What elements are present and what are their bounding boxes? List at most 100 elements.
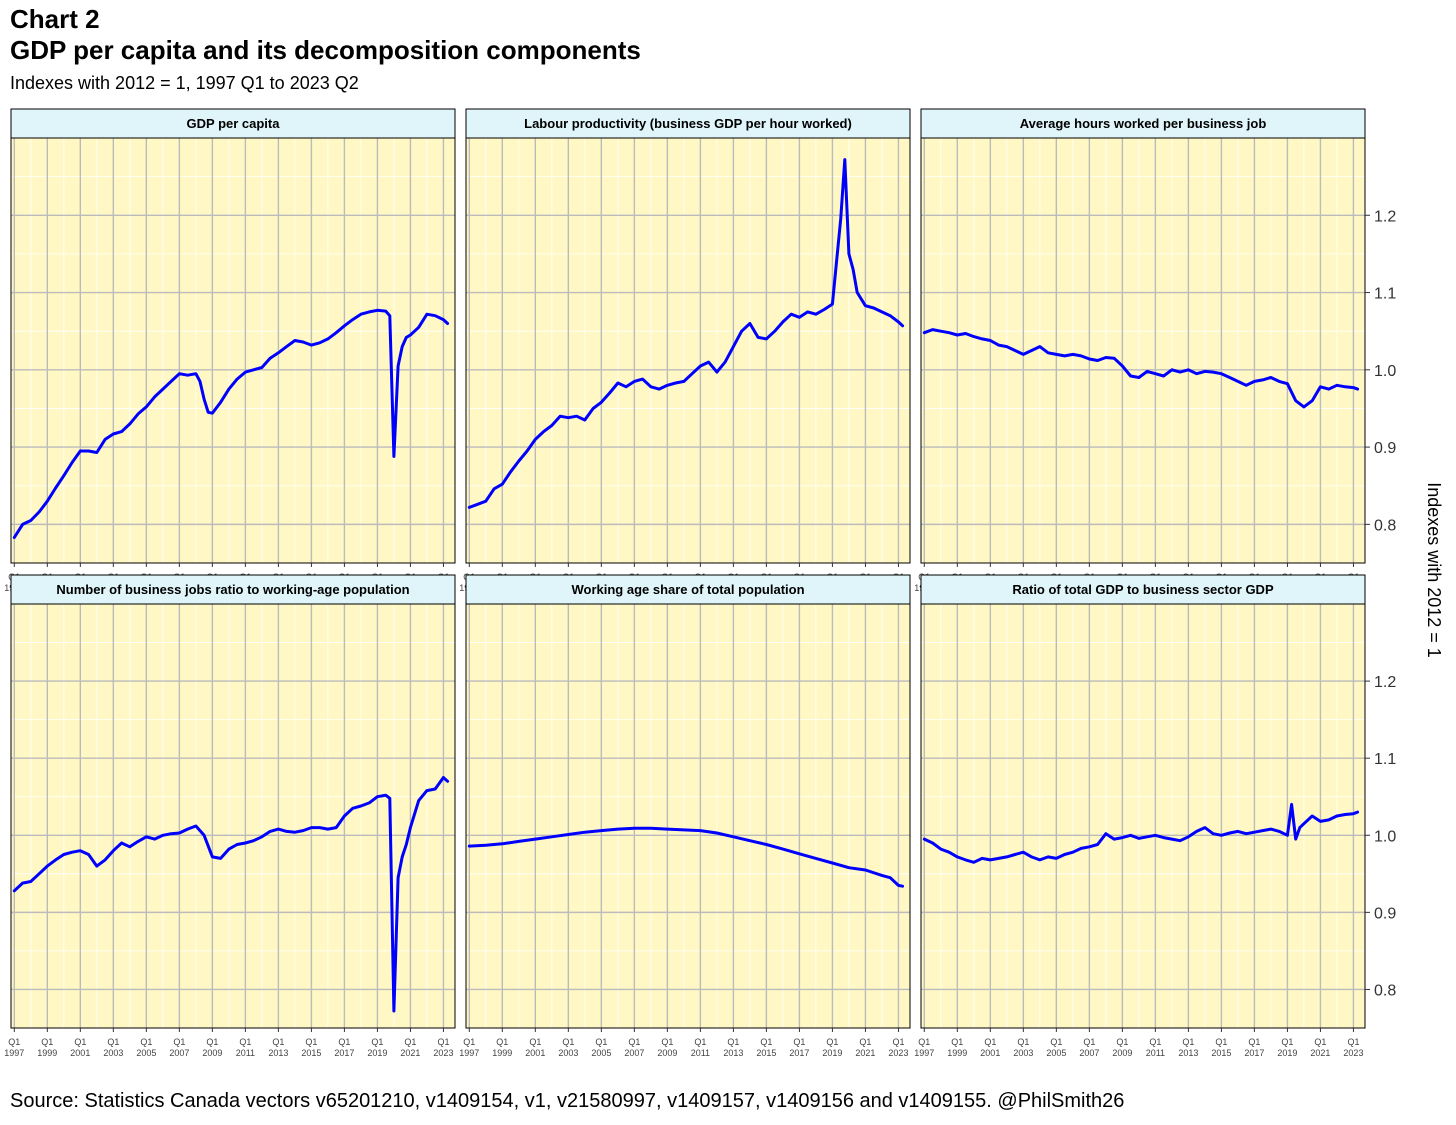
facet-panel: Working age share of total population Q1 1…	[459, 574, 911, 1058]
y-axis-title: Indexes with 2012 = 1	[1424, 482, 1444, 658]
x-tick-label: 2023	[888, 1048, 908, 1058]
panel-background	[466, 604, 910, 1028]
x-tick-label: 2013	[723, 1048, 743, 1058]
x-tick-label: 2023	[1343, 1048, 1363, 1058]
x-tick-label: 2003	[1013, 1048, 1033, 1058]
panel-background	[921, 138, 1365, 563]
x-tick-label: Q1	[1248, 1037, 1260, 1047]
x-tick-label: Q1	[694, 1037, 706, 1047]
x-tick-label: 2011	[691, 1048, 710, 1058]
x-tick-label: 2005	[136, 1048, 156, 1058]
y-tick-label: 0.8	[1374, 517, 1396, 534]
x-tick-label: Q1	[173, 1037, 185, 1047]
x-tick-label: Q1	[107, 1037, 119, 1047]
facet-panel: GDP per capitaQ11997Q11999Q12001Q12003Q1…	[4, 108, 456, 593]
x-tick-label: 2005	[1046, 1048, 1066, 1058]
x-tick-label: 2011	[236, 1048, 255, 1058]
x-tick-label: 2017	[1244, 1048, 1264, 1058]
x-tick-label: 2009	[202, 1048, 222, 1058]
x-tick-label: Q1	[661, 1037, 673, 1047]
x-tick-label: Q1	[628, 1037, 640, 1047]
x-tick-label: Q1	[918, 1037, 930, 1047]
facet-panel: Number of business jobs ratio to working…	[4, 574, 456, 1058]
x-tick-label: Q1	[463, 1037, 475, 1047]
x-tick-label: Q1	[74, 1037, 86, 1047]
x-tick-label: 2009	[1112, 1048, 1132, 1058]
y-tick-label: 0.8	[1374, 982, 1396, 999]
panel-background	[11, 138, 455, 563]
x-tick-label: 1999	[492, 1048, 512, 1058]
panel-background	[466, 138, 910, 563]
x-tick-label: 1997	[914, 1048, 934, 1058]
x-tick-label: 2013	[268, 1048, 288, 1058]
x-tick-label: Q1	[529, 1037, 541, 1047]
facet-title: Labour productivity (business GDP per ho…	[524, 116, 852, 131]
x-tick-label: 2003	[558, 1048, 578, 1058]
source-note: Source: Statistics Canada vectors v65201…	[10, 1090, 1125, 1112]
panel-border	[920, 603, 1366, 1029]
x-tick-label: Q1	[1182, 1037, 1194, 1047]
x-tick-label: 2011	[1146, 1048, 1165, 1058]
x-tick-label: Q1	[760, 1037, 772, 1047]
x-tick-label: Q1	[239, 1037, 251, 1047]
x-tick-label: Q1	[826, 1037, 838, 1047]
x-tick-label: Q1	[1314, 1037, 1326, 1047]
x-tick-label: 2017	[334, 1048, 354, 1058]
y-tick-label: 0.9	[1374, 905, 1396, 922]
panel-border	[920, 137, 1366, 564]
x-tick-label: Q1	[371, 1037, 383, 1047]
x-tick-label: 2005	[591, 1048, 611, 1058]
chart-header: Chart 2 GDP per capita and its decomposi…	[10, 4, 641, 96]
x-tick-label: 2015	[301, 1048, 321, 1058]
x-tick-label: Q1	[437, 1037, 449, 1047]
panel-background	[921, 604, 1365, 1028]
panel-border	[465, 603, 911, 1029]
facet-strip	[10, 108, 456, 139]
series-line	[12, 776, 450, 1013]
facet-title: Working age share of total population	[571, 582, 804, 597]
x-tick-label: Q1	[562, 1037, 574, 1047]
x-tick-label: 2013	[1178, 1048, 1198, 1058]
x-tick-label: 2001	[525, 1048, 545, 1058]
x-tick-label: Q1	[859, 1037, 871, 1047]
x-tick-label: Q1	[140, 1037, 152, 1047]
x-tick-label: 2015	[1211, 1048, 1231, 1058]
x-tick-label: 2001	[70, 1048, 90, 1058]
x-tick-label: Q1	[1215, 1037, 1227, 1047]
x-tick-label: Q1	[1281, 1037, 1293, 1047]
x-tick-label: 2017	[789, 1048, 809, 1058]
x-tick-label: Q1	[206, 1037, 218, 1047]
y-tick-label: 1.0	[1374, 363, 1396, 380]
panel-border	[10, 603, 456, 1029]
x-tick-label: Q1	[892, 1037, 904, 1047]
x-tick-label: Q1	[793, 1037, 805, 1047]
facet-strip	[10, 574, 456, 605]
panel-background	[11, 604, 455, 1028]
series-line	[467, 158, 905, 509]
chart-number: Chart 2	[10, 4, 100, 34]
x-tick-label: 2007	[1079, 1048, 1099, 1058]
x-tick-label: Q1	[272, 1037, 284, 1047]
facet-strip	[465, 574, 911, 605]
x-tick-label: 2003	[103, 1048, 123, 1058]
facet-title: Number of business jobs ratio to working…	[56, 582, 409, 597]
facet-panel: Ratio of total GDP to business sector GD…	[914, 574, 1396, 1058]
panel-border	[465, 137, 911, 564]
y-tick-label: 1.2	[1374, 208, 1396, 225]
series-line	[12, 308, 450, 539]
x-tick-label: 2001	[980, 1048, 1000, 1058]
series-line	[922, 328, 1360, 409]
x-tick-label: Q1	[1149, 1037, 1161, 1047]
x-tick-label: Q1	[8, 1037, 20, 1047]
facet-strip	[465, 108, 911, 139]
chart-title: GDP per capita and its decomposition com…	[10, 35, 641, 65]
x-tick-label: Q1	[595, 1037, 607, 1047]
x-tick-label: 2021	[855, 1048, 875, 1058]
facet-panel: Labour productivity (business GDP per ho…	[459, 108, 911, 593]
x-tick-label: Q1	[1347, 1037, 1359, 1047]
facet-strip	[920, 574, 1366, 605]
x-tick-label: 2015	[756, 1048, 776, 1058]
facet-title: GDP per capita	[187, 116, 281, 131]
facet-title: Ratio of total GDP to business sector GD…	[1012, 582, 1274, 597]
